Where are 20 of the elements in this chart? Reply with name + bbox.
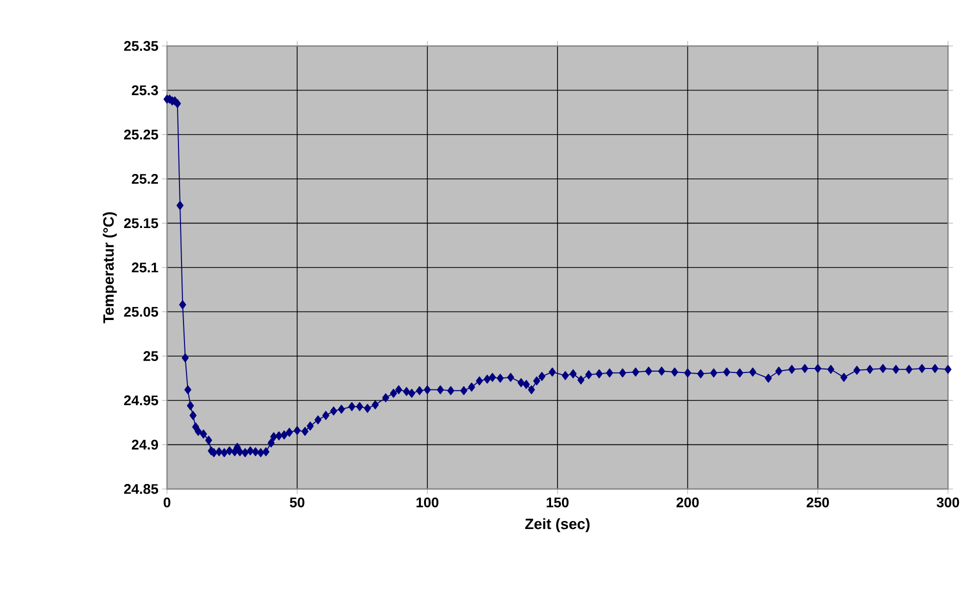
x-tick-label: 250 <box>806 497 829 508</box>
y-tick-label: 24.85 <box>124 484 158 494</box>
x-tick-label: 200 <box>676 497 699 508</box>
y-tick-label: 24.9 <box>132 440 158 450</box>
y-tick-label: 24.95 <box>124 395 158 406</box>
x-tick-label: 150 <box>546 497 569 508</box>
y-axis-title: Temperatur (°C) <box>102 212 117 324</box>
x-axis-title: Zeit (sec) <box>525 518 590 532</box>
x-tick-label: 50 <box>290 497 304 508</box>
x-tick-label: 100 <box>416 497 438 508</box>
y-tick-label: 25.1 <box>132 262 158 272</box>
y-tick-label: 25.05 <box>124 306 158 317</box>
y-tick-label: 25.15 <box>124 218 158 228</box>
x-tick-label: 300 <box>936 497 960 508</box>
y-tick-label: 25 <box>143 351 158 362</box>
y-tick-label: 25.35 <box>124 41 158 51</box>
y-tick-label: 25.3 <box>132 85 158 96</box>
y-tick-label: 25.2 <box>132 174 158 184</box>
y-tick-label: 25.25 <box>124 130 158 140</box>
x-tick-label: 0 <box>164 497 170 508</box>
